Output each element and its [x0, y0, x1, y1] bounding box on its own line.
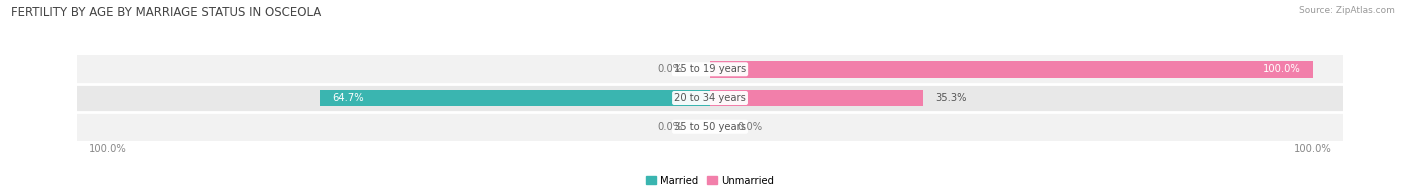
Text: 0.0%: 0.0% — [658, 122, 683, 132]
Text: 20 to 34 years: 20 to 34 years — [673, 93, 747, 103]
Text: 0.0%: 0.0% — [737, 122, 762, 132]
Text: 35.3%: 35.3% — [935, 93, 966, 103]
Text: Source: ZipAtlas.com: Source: ZipAtlas.com — [1299, 6, 1395, 15]
Bar — [77, 55, 1343, 84]
Text: FERTILITY BY AGE BY MARRIAGE STATUS IN OSCEOLA: FERTILITY BY AGE BY MARRIAGE STATUS IN O… — [11, 6, 322, 19]
Bar — [710, 90, 922, 106]
Bar — [710, 61, 1313, 78]
Bar — [77, 112, 1343, 141]
Text: 64.7%: 64.7% — [332, 93, 364, 103]
Legend: Married, Unmarried: Married, Unmarried — [643, 172, 778, 190]
Text: 15 to 19 years: 15 to 19 years — [673, 64, 747, 74]
Text: 0.0%: 0.0% — [658, 64, 683, 74]
Text: 100.0%: 100.0% — [1263, 64, 1301, 74]
Text: 35 to 50 years: 35 to 50 years — [673, 122, 747, 132]
Bar — [77, 84, 1343, 112]
Bar — [321, 90, 710, 106]
